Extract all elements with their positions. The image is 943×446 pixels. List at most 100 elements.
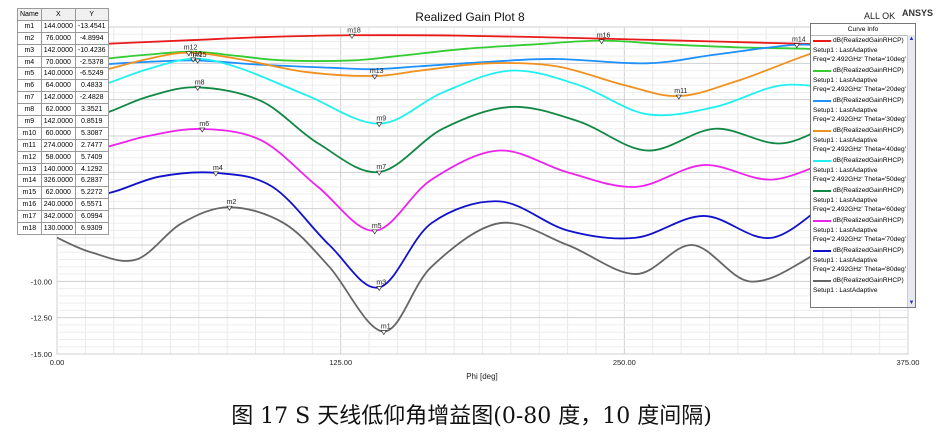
- table-cell: 326.0000: [40, 174, 76, 188]
- marker-m15: [194, 58, 201, 64]
- table-row: m15 62.0000 5.2272: [17, 186, 109, 200]
- marker-label: m11: [674, 88, 687, 95]
- legend-freq: Freq='2.492GHz' Theta='10deg': [813, 56, 906, 63]
- legend-entry[interactable]: dB(RealizedGainRHCP) Setup1 : LastAdaptiv…: [811, 126, 915, 156]
- legend-setup: Setup1 : LastAdaptive: [813, 137, 878, 144]
- legend-entry[interactable]: dB(RealizedGainRHCP) Setup1 : LastAdaptiv…: [811, 186, 915, 216]
- legend-freq: Freq='2.492GHz' Theta='50deg': [813, 176, 906, 183]
- table-cell: 0.8519: [74, 115, 109, 128]
- table-cell: m17: [17, 210, 42, 224]
- scroll-up-icon[interactable]: ▲: [908, 36, 915, 42]
- chart-title: Realized Gain Plot 8: [415, 10, 525, 24]
- legend-entry[interactable]: dB(RealizedGainRHCP) Setup1 : LastAdaptiv…: [811, 156, 915, 186]
- marker-m13: [371, 74, 378, 80]
- table-row: m3 142.0000 -10.4236: [17, 43, 109, 57]
- legend-entry[interactable]: dB(RealizedGainRHCP) Setup1 : LastAdaptiv…: [811, 96, 915, 126]
- table-row: m18 130.0000 6.9309: [17, 222, 109, 235]
- table-cell: m2: [17, 31, 42, 45]
- table-cell: 142.0000: [40, 115, 76, 128]
- legend-entries: dB(RealizedGainRHCP) Setup1 : LastAdaptiv…: [811, 36, 915, 306]
- curve-info-legend[interactable]: Curve Info dB(RealizedGainRHCP) Setup1 : …: [810, 23, 916, 308]
- table-cell: 6.5571: [74, 198, 109, 212]
- table-cell: 6.2837: [74, 174, 109, 188]
- legend-setup: Setup1 : LastAdaptive: [813, 197, 878, 204]
- marker-m16: [598, 39, 605, 45]
- series-line-1: [56, 34, 874, 47]
- marker-label: m10: [188, 51, 202, 58]
- legend-entry[interactable]: dB(RealizedGainRHCP) Setup1 : LastAdaptiv…: [811, 246, 915, 276]
- x-tick-label: 375.00: [897, 358, 920, 367]
- table-cell: 76.0000: [40, 31, 76, 45]
- legend-freq: Freq='2.492GHz' Theta='60deg': [813, 206, 906, 213]
- legend-swatch: [813, 220, 831, 222]
- series-line-5: [56, 57, 875, 125]
- marker-m7: [376, 170, 383, 176]
- table-cell: 342.0000: [40, 210, 76, 224]
- legend-entry[interactable]: dB(RealizedGainRHCP) Setup1 : LastAdaptiv…: [811, 66, 915, 96]
- series-line-7: [56, 128, 874, 232]
- marker-label: m9: [376, 116, 386, 123]
- marker-label: m2: [227, 199, 237, 206]
- gain-plot: Realized Gain Plot 8 m1m2m3m4m5m6m7m8m9m…: [31, 10, 920, 381]
- legend-scrollbar[interactable]: ▲ ▼: [907, 35, 915, 307]
- legend-freq: Freq='2.492GHz' Theta='30deg': [813, 116, 906, 123]
- marker-label: m1: [381, 324, 391, 331]
- legend-series-name: dB(RealizedGainRHCP): [833, 67, 904, 74]
- table-row: m9 142.0000 0.8519: [17, 115, 109, 128]
- y-tick-label: -12.50: [31, 314, 52, 323]
- table-header-cell: Y: [74, 8, 109, 21]
- table-cell: -10.4236: [74, 43, 109, 57]
- series-line-8: [56, 171, 875, 289]
- legend-setup: Setup1 : LastAdaptive: [813, 257, 878, 264]
- table-cell: -13.4541: [74, 19, 109, 33]
- table-cell: 2.7477: [74, 138, 109, 152]
- table-row: m8 62.0000 3.3521: [17, 103, 109, 117]
- marker-label: m16: [597, 33, 611, 40]
- table-cell: 5.2272: [74, 186, 109, 200]
- legend-entry[interactable]: dB(RealizedGainRHCP) Setup1 : LastAdaptiv…: [811, 36, 915, 66]
- table-cell: m3: [17, 43, 42, 57]
- scroll-down-icon[interactable]: ▼: [908, 300, 915, 306]
- legend-series-name: dB(RealizedGainRHCP): [833, 217, 904, 224]
- marker-m4: [212, 171, 219, 177]
- table-cell: 130.0000: [40, 222, 76, 235]
- marker-label: m4: [213, 165, 223, 172]
- marker-m8: [194, 85, 201, 91]
- figure-caption: 图 17 S 天线低仰角增益图(0-80 度，10 度间隔): [231, 404, 712, 429]
- table-cell: 240.0000: [40, 198, 76, 212]
- table-cell: m9: [17, 115, 42, 128]
- marker-label: m7: [376, 164, 386, 171]
- x-tick-label: 125.00: [329, 358, 352, 367]
- marker-table: Name X Y m1 144.0000 -13.4541 m2 76.0000 -4.899…: [17, 8, 109, 235]
- table-header-cell: X: [40, 8, 76, 21]
- table-row: m11 274.0000 2.7477: [17, 138, 109, 152]
- legend-swatch: [813, 250, 831, 252]
- table-cell: 60.0000: [40, 126, 76, 140]
- table-cell: m8: [17, 103, 42, 117]
- table-cell: m12: [17, 150, 42, 164]
- table-cell: -2.4828: [74, 91, 109, 105]
- table-cell: m10: [17, 126, 42, 140]
- marker-m5: [371, 229, 378, 235]
- table-cell: 140.0000: [40, 67, 76, 81]
- axis-labels: 0.00 125.00 250.00 375.00 -15.00 -12.50 -10.00: [31, 277, 920, 367]
- series-line-4: [56, 45, 875, 97]
- legend-swatch: [813, 190, 831, 192]
- legend-entry[interactable]: dB(RealizedGainRHCP) Setup1 : LastAdaptiv…: [811, 276, 915, 306]
- marker-label: m8: [195, 79, 205, 86]
- legend-setup: Setup1 : LastAdaptive: [813, 167, 878, 174]
- table-cell: m1: [17, 19, 42, 33]
- legend-setup: Setup1 : LastAdaptive: [813, 47, 878, 54]
- marker-m10: [190, 57, 197, 63]
- legend-entry[interactable]: dB(RealizedGainRHCP) Setup1 : LastAdaptiv…: [811, 216, 915, 246]
- marker-label: m12: [184, 45, 198, 52]
- table-cell: 140.0000: [40, 162, 76, 176]
- table-cell: m15: [17, 186, 42, 200]
- table-cell: 3.3521: [74, 103, 109, 117]
- marker-m6: [199, 127, 206, 133]
- series-line-6: [56, 86, 875, 173]
- marker-label: m5: [372, 223, 382, 230]
- table-cell: 142.0000: [40, 43, 76, 57]
- legend-series-name: dB(RealizedGainRHCP): [833, 127, 904, 134]
- table-row: m12 58.0000 5.7409: [17, 150, 109, 164]
